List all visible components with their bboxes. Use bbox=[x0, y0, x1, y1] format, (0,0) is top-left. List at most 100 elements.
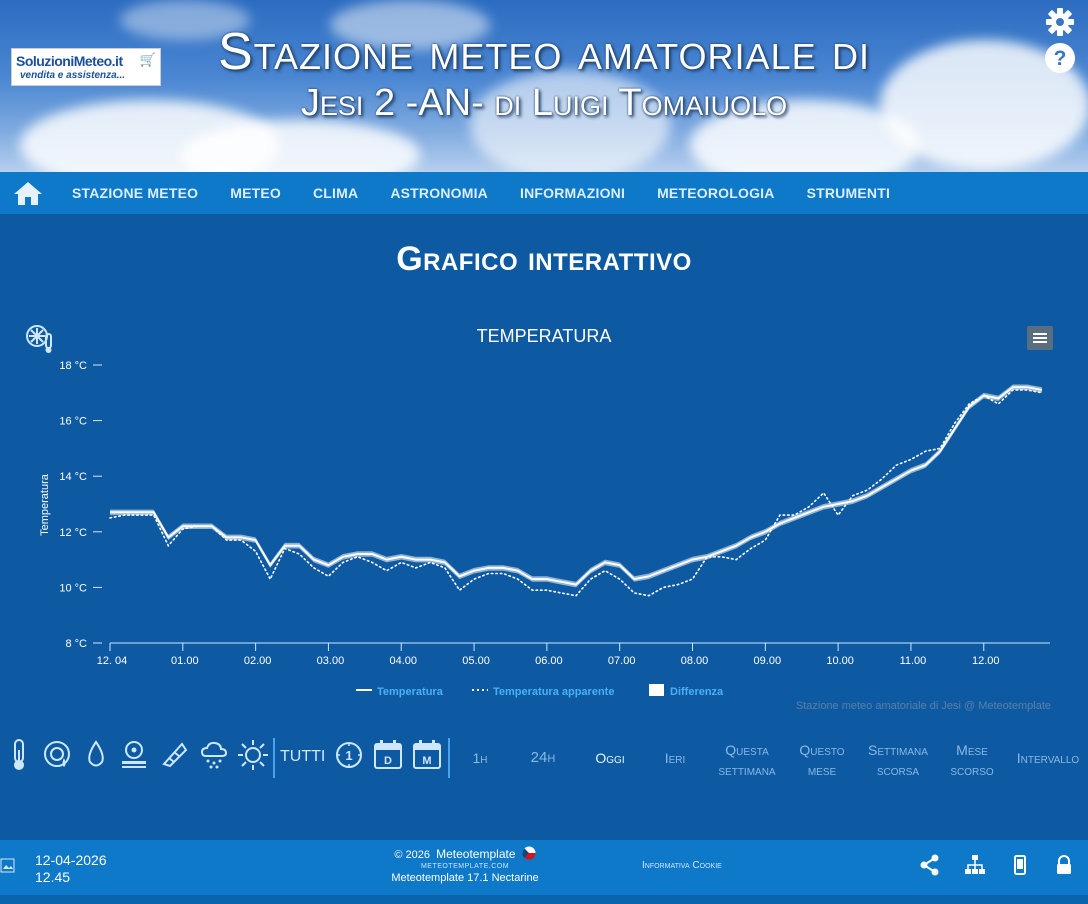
calendar-month-icon[interactable]: M bbox=[411, 738, 443, 772]
x-tick-label: 11.00 bbox=[900, 655, 927, 667]
range-label: Settimana bbox=[868, 742, 928, 758]
range-label: settimana bbox=[718, 762, 776, 778]
sponsor-logo[interactable]: SoluzioniMeteo.it 🛒 vendita e assistenza… bbox=[11, 48, 161, 86]
y-tick-label: 18 °C bbox=[59, 360, 87, 372]
cookie-policy-link[interactable]: Informativa Cookie bbox=[642, 860, 722, 871]
footer-credits: © 2026 Meteotemplate METEOTEMPLATE.COM M… bbox=[360, 846, 570, 885]
series-temperatura-apparente-line bbox=[109, 389, 1043, 597]
y-tick-label: 12 °C bbox=[59, 527, 87, 539]
svg-text:M: M bbox=[422, 755, 431, 767]
footer-datetime: 12-04-2026 12.45 bbox=[35, 852, 107, 886]
sitemap-icon[interactable] bbox=[964, 854, 986, 876]
footer-brand[interactable]: Meteotemplate bbox=[436, 847, 516, 861]
range-this-month[interactable]: Questo mese bbox=[790, 740, 854, 780]
all-button[interactable]: TUTTI bbox=[280, 748, 326, 765]
barometer-icon[interactable] bbox=[118, 738, 150, 772]
y-axis-label: Temperatura bbox=[39, 473, 51, 536]
footer-site[interactable]: METEOTEMPLATE.COM bbox=[420, 863, 510, 870]
humidity-gauge-icon[interactable] bbox=[42, 738, 74, 772]
home-button[interactable] bbox=[0, 172, 56, 214]
x-tick-label: 12.00 bbox=[972, 655, 1000, 667]
legend-symbol-band bbox=[649, 684, 664, 696]
nav-item-stazione-meteo[interactable]: STAZIONE METEO bbox=[72, 185, 199, 201]
site-footer bbox=[0, 840, 1088, 895]
range-label: mese bbox=[807, 762, 837, 778]
cloud-shape bbox=[330, 0, 490, 50]
range-label: Ieri bbox=[664, 750, 686, 766]
x-tick-label: 07.00 bbox=[608, 655, 636, 667]
x-tick-label: 04.00 bbox=[389, 655, 417, 667]
site-title: Stazione meteo amatoriale di bbox=[217, 23, 871, 81]
share-icon[interactable] bbox=[919, 854, 941, 876]
settings-gear-icon[interactable] bbox=[1044, 6, 1076, 38]
footer-version: Meteotemplate 17.1 Nectarine bbox=[391, 872, 539, 884]
legend-item-label[interactable]: Temperatura apparente bbox=[493, 686, 614, 698]
broken-image-icon bbox=[0, 858, 15, 873]
range-last-week[interactable]: Settimana scorsa bbox=[858, 740, 938, 780]
calendar-day-icon[interactable]: D bbox=[372, 738, 404, 772]
toolbar-divider bbox=[448, 738, 450, 778]
svg-text:?: ? bbox=[1054, 47, 1067, 70]
svg-text:D: D bbox=[384, 755, 392, 767]
chart-menu-button[interactable] bbox=[1027, 326, 1053, 350]
snowflake-thermometer-icon[interactable] bbox=[24, 322, 56, 354]
range-last-month[interactable]: Mese scorso bbox=[942, 740, 1002, 780]
cart-icon: 🛒 bbox=[139, 52, 156, 67]
range-yesterday[interactable]: Ieri bbox=[652, 748, 698, 768]
x-tick-label: 02.00 bbox=[244, 655, 272, 667]
windsock-icon[interactable] bbox=[158, 738, 190, 772]
logo-text: SoluzioniMeteo.it bbox=[16, 53, 123, 69]
range-this-week[interactable]: Questa settimana bbox=[710, 740, 784, 780]
mobile-icon[interactable] bbox=[1009, 854, 1031, 876]
clock-1h-icon[interactable]: 1 bbox=[333, 738, 365, 772]
main-nav: STAZIONE METEO METEO CLIMA ASTRONOMIA IN… bbox=[0, 172, 1088, 214]
temperature-chart: 8 °C 10 °C 12 °C 14 °C 16 °C 18 °C 12. 04 01.0… bbox=[39, 360, 1050, 698]
help-question-icon[interactable]: ? bbox=[1044, 42, 1076, 74]
nav-item-clima[interactable]: CLIMA bbox=[313, 185, 359, 201]
nav-item-strumenti[interactable]: STRUMENTI bbox=[806, 185, 891, 201]
range-label: Oggi bbox=[595, 750, 625, 766]
cloud-shape bbox=[180, 120, 420, 172]
y-tick-label: 10 °C bbox=[59, 582, 87, 594]
x-tick-label: 06.00 bbox=[535, 655, 563, 667]
nav-item-meteo[interactable]: METEO bbox=[230, 185, 281, 201]
nav-item-meteorologia[interactable]: METEOROLOGIA bbox=[657, 185, 775, 201]
footer-time: 12.45 bbox=[35, 869, 71, 885]
range-label: Questo bbox=[799, 742, 845, 758]
range-label: scorso bbox=[950, 762, 994, 778]
x-tick-label: 01.00 bbox=[171, 655, 199, 667]
site-header: SoluzioniMeteo.it 🛒 vendita e assistenza… bbox=[0, 0, 1088, 172]
cloud-shape bbox=[120, 0, 250, 40]
legend-item-label[interactable]: Differenza bbox=[670, 686, 724, 698]
cloud-shape bbox=[470, 70, 670, 172]
logo-tagline: vendita e assistenza... bbox=[20, 70, 126, 81]
nav-item-astronomia[interactable]: ASTRONOMIA bbox=[390, 185, 488, 201]
range-label: 24h bbox=[530, 749, 556, 766]
chart-title: TEMPERATURA bbox=[476, 326, 612, 346]
rain-cloud-icon[interactable] bbox=[198, 738, 230, 772]
water-drop-icon[interactable] bbox=[80, 738, 112, 772]
range-label: scorsa bbox=[876, 762, 920, 778]
legend-item-label[interactable]: Temperatura bbox=[377, 686, 444, 698]
y-tick-label: 16 °C bbox=[59, 416, 87, 428]
x-tick-label: 12. 04 bbox=[97, 655, 128, 667]
site-subtitle: Jesi 2 -AN- di Luigi Tomaiuolo bbox=[300, 82, 788, 124]
range-today[interactable]: Oggi bbox=[585, 748, 635, 768]
sun-icon[interactable] bbox=[237, 738, 269, 772]
range-1h[interactable]: 1h bbox=[460, 748, 500, 768]
range-24h[interactable]: 24h bbox=[520, 748, 566, 768]
x-tick-label: 09.00 bbox=[754, 655, 782, 667]
x-tick-label: 08.00 bbox=[681, 655, 709, 667]
x-tick-label: 10.00 bbox=[826, 655, 854, 667]
range-interval[interactable]: Intervallo bbox=[1012, 748, 1084, 768]
footer-strip bbox=[0, 895, 1088, 904]
range-label: Questa bbox=[725, 742, 769, 758]
thermometer-icon[interactable] bbox=[4, 738, 36, 772]
svg-text:1: 1 bbox=[345, 748, 352, 763]
x-tick-label: 05.00 bbox=[462, 655, 490, 667]
lock-icon[interactable] bbox=[1053, 854, 1075, 876]
nav-item-informazioni[interactable]: INFORMAZIONI bbox=[520, 185, 626, 201]
chart-credit[interactable]: Stazione meteo amatoriale di Jesi @ Mete… bbox=[795, 700, 1051, 712]
series-differenza-band bbox=[110, 384, 1042, 588]
range-label: 1h bbox=[472, 750, 488, 766]
